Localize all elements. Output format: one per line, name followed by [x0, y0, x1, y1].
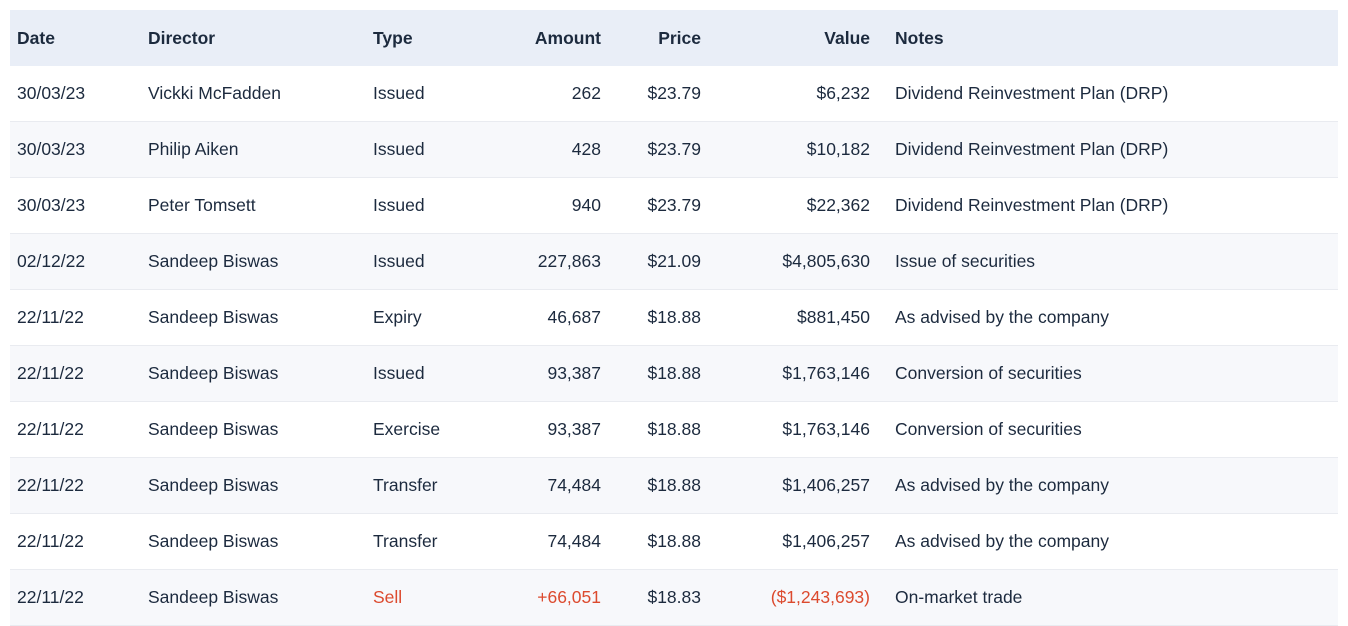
cell-price: $23.79 — [608, 121, 708, 178]
cell-price: $23.79 — [608, 66, 708, 122]
table-row: 30/03/23 Vickki McFadden Issued 262 $23.79 $6… — [10, 66, 1338, 122]
cell-notes: Dividend Reinvestment Plan (DRP) — [877, 177, 1338, 234]
cell-director: Philip Aiken — [141, 121, 366, 178]
cell-type: Sell — [366, 569, 509, 626]
cell-notes: Dividend Reinvestment Plan (DRP) — [877, 66, 1338, 122]
cell-value: $1,406,257 — [708, 457, 877, 514]
table-row: 22/11/22 Sandeep Biswas Expiry 46,687 $18.88… — [10, 289, 1338, 346]
cell-price: $18.83 — [608, 569, 708, 626]
cell-amount: +66,051 — [509, 569, 608, 626]
cell-director: Sandeep Biswas — [141, 401, 366, 458]
table-row: 22/11/22 Sandeep Biswas Transfer 74,484 $18.… — [10, 513, 1338, 570]
column-header-notes: Notes — [877, 10, 1338, 66]
cell-price: $18.88 — [608, 401, 708, 458]
cell-value: $22,362 — [708, 177, 877, 234]
column-header-value: Value — [708, 10, 877, 66]
cell-director: Sandeep Biswas — [141, 289, 366, 346]
cell-value: $881,450 — [708, 289, 877, 346]
cell-type: Transfer — [366, 457, 509, 514]
cell-price: $18.88 — [608, 345, 708, 402]
cell-amount: 74,484 — [509, 457, 608, 514]
table-row: 22/11/22 Sandeep Biswas Transfer 74,484 $18.… — [10, 457, 1338, 514]
cell-date: 22/11/22 — [10, 401, 141, 458]
cell-amount: 227,863 — [509, 233, 608, 290]
cell-notes: Dividend Reinvestment Plan (DRP) — [877, 121, 1338, 178]
cell-notes: Conversion of securities — [877, 401, 1338, 458]
cell-type: Issued — [366, 66, 509, 122]
table-row: 30/03/23 Peter Tomsett Issued 940 $23.79 $22,… — [10, 177, 1338, 234]
cell-amount: 262 — [509, 66, 608, 122]
table-header-row: Date Director Type Amount Price Value Notes — [10, 10, 1338, 66]
cell-director: Sandeep Biswas — [141, 233, 366, 290]
column-header-date: Date — [10, 10, 141, 66]
table-row: 22/11/22 Sandeep Biswas Exercise 93,387 $18.… — [10, 401, 1338, 458]
cell-value: $1,763,146 — [708, 345, 877, 402]
cell-date: 22/11/22 — [10, 345, 141, 402]
cell-type: Expiry — [366, 289, 509, 346]
cell-director: Sandeep Biswas — [141, 569, 366, 626]
cell-director: Vickki McFadden — [141, 66, 366, 122]
cell-notes: As advised by the company — [877, 457, 1338, 514]
cell-value: $1,763,146 — [708, 401, 877, 458]
cell-price: $21.09 — [608, 233, 708, 290]
cell-amount: 428 — [509, 121, 608, 178]
cell-director: Sandeep Biswas — [141, 457, 366, 514]
cell-date: 22/11/22 — [10, 513, 141, 570]
cell-price: $18.88 — [608, 457, 708, 514]
cell-date: 22/11/22 — [10, 457, 141, 514]
column-header-amount: Amount — [509, 10, 608, 66]
cell-type: Transfer — [366, 513, 509, 570]
director-transactions-table: Date Director Type Amount Price Value Notes 30… — [10, 10, 1338, 626]
cell-amount: 93,387 — [509, 401, 608, 458]
cell-price: $23.79 — [608, 177, 708, 234]
cell-price: $18.88 — [608, 513, 708, 570]
cell-price: $18.88 — [608, 289, 708, 346]
cell-date: 30/03/23 — [10, 121, 141, 178]
column-header-type: Type — [366, 10, 509, 66]
cell-notes: As advised by the company — [877, 289, 1338, 346]
cell-type: Issued — [366, 345, 509, 402]
cell-director: Sandeep Biswas — [141, 513, 366, 570]
cell-value: $1,406,257 — [708, 513, 877, 570]
cell-notes: As advised by the company — [877, 513, 1338, 570]
cell-notes: On-market trade — [877, 569, 1338, 626]
cell-director: Sandeep Biswas — [141, 345, 366, 402]
table-body: 30/03/23 Vickki McFadden Issued 262 $23.79 $6… — [10, 66, 1338, 626]
column-header-director: Director — [141, 10, 366, 66]
cell-notes: Issue of securities — [877, 233, 1338, 290]
cell-type: Issued — [366, 177, 509, 234]
cell-date: 30/03/23 — [10, 177, 141, 234]
table-row: 30/03/23 Philip Aiken Issued 428 $23.79 $10,1… — [10, 121, 1338, 178]
cell-date: 30/03/23 — [10, 66, 141, 122]
column-header-price: Price — [608, 10, 708, 66]
table-row: 02/12/22 Sandeep Biswas Issued 227,863 $21.0… — [10, 233, 1338, 290]
cell-value: $10,182 — [708, 121, 877, 178]
cell-notes: Conversion of securities — [877, 345, 1338, 402]
cell-value: $6,232 — [708, 66, 877, 122]
cell-type: Issued — [366, 233, 509, 290]
cell-value: ($1,243,693) — [708, 569, 877, 626]
cell-amount: 46,687 — [509, 289, 608, 346]
cell-date: 22/11/22 — [10, 569, 141, 626]
cell-type: Issued — [366, 121, 509, 178]
table-row: 22/11/22 Sandeep Biswas Sell +66,051 $18.83(… — [10, 569, 1338, 626]
cell-amount: 74,484 — [509, 513, 608, 570]
cell-date: 02/12/22 — [10, 233, 141, 290]
cell-value: $4,805,630 — [708, 233, 877, 290]
table-row: 22/11/22 Sandeep Biswas Issued 93,387 $18.88… — [10, 345, 1338, 402]
cell-type: Exercise — [366, 401, 509, 458]
cell-amount: 940 — [509, 177, 608, 234]
cell-date: 22/11/22 — [10, 289, 141, 346]
cell-amount: 93,387 — [509, 345, 608, 402]
cell-director: Peter Tomsett — [141, 177, 366, 234]
